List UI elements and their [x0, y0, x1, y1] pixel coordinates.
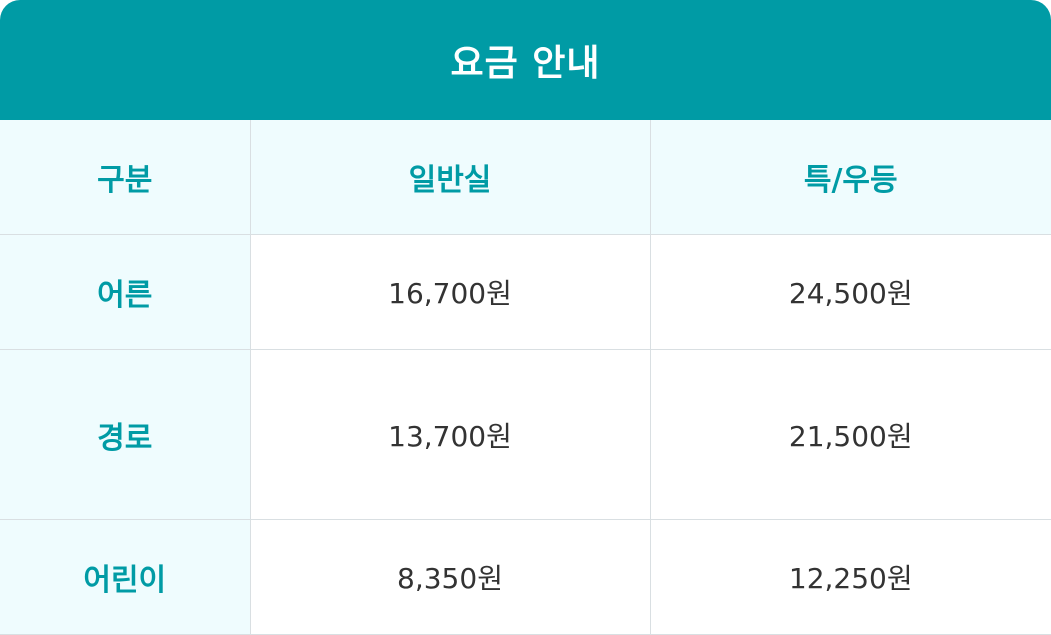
adult-general-fare: 16,700원: [249, 234, 651, 350]
adult-premium-fare: 24,500원: [649, 234, 1051, 350]
table-header-row: 구분 일반실 특/우등: [0, 120, 1051, 235]
row-label-senior: 경로: [0, 349, 251, 520]
child-general-fare: 8,350원: [249, 519, 651, 635]
table-row: 어른 16,700원 24,500원: [0, 234, 1051, 350]
row-label-child: 어린이: [0, 519, 251, 635]
fare-table: 구분 일반실 특/우등 어른 16,700원 24,500원 경로 13,700…: [0, 120, 1051, 635]
senior-general-fare: 13,700원: [249, 349, 651, 520]
senior-premium-fare: 21,500원: [649, 349, 1051, 520]
table-row: 경로 13,700원 21,500원: [0, 349, 1051, 520]
row-label-adult: 어른: [0, 234, 251, 350]
child-premium-fare: 12,250원: [649, 519, 1051, 635]
table-row: 어린이 8,350원 12,250원: [0, 519, 1051, 635]
fare-title: 요금 안내: [0, 0, 1051, 120]
column-header-premium: 특/우등: [649, 120, 1051, 235]
column-header-general: 일반실: [249, 120, 651, 235]
column-header-category: 구분: [0, 120, 251, 235]
